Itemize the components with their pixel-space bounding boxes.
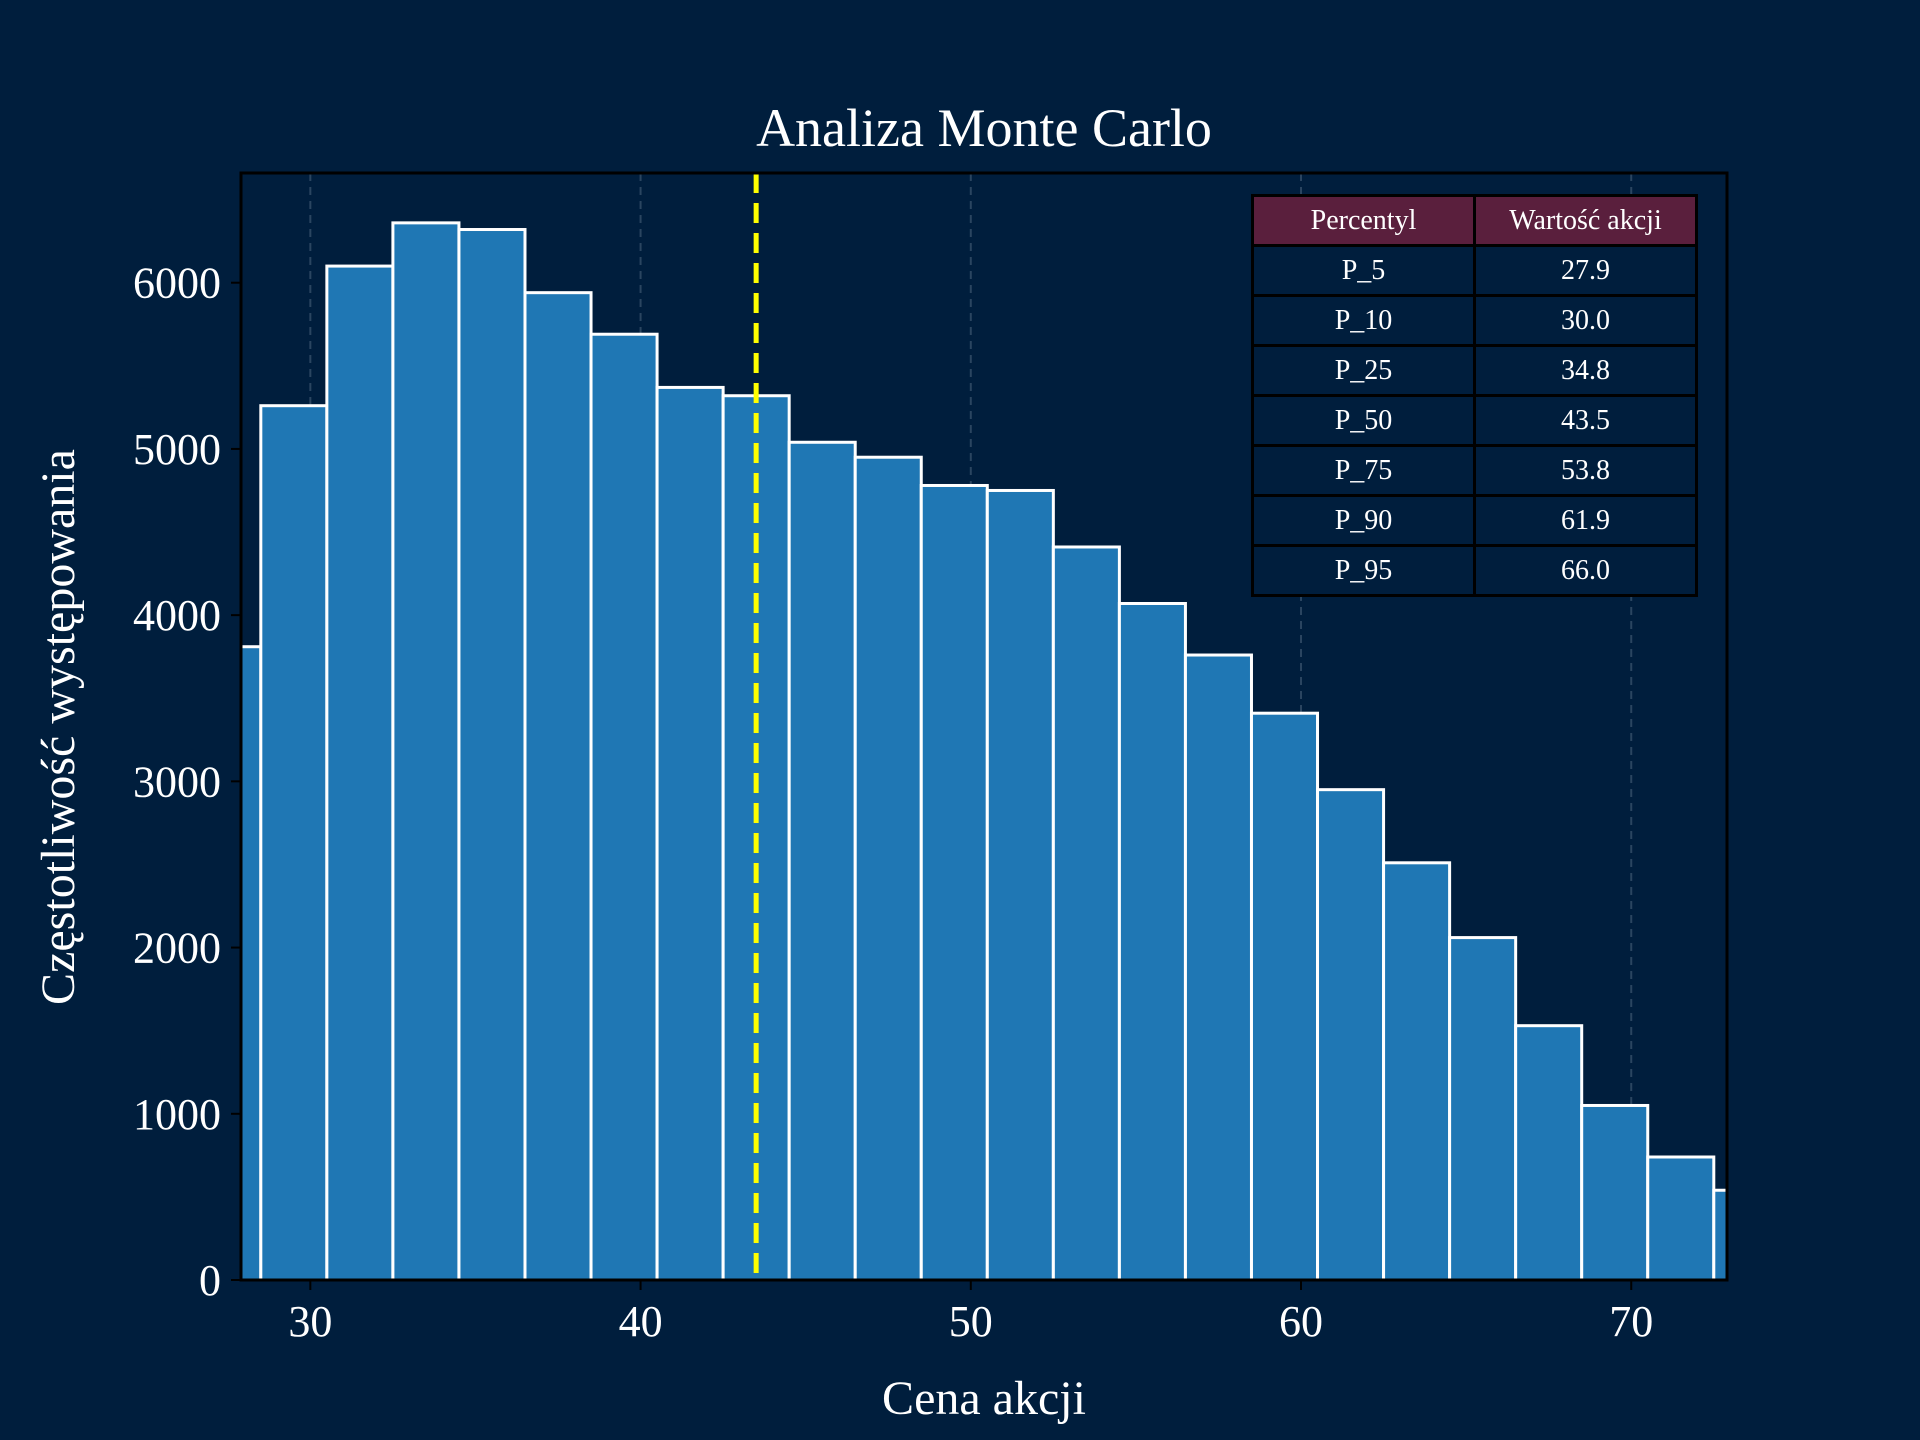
histogram-bar [457,228,527,1280]
table-cell-value: 61.9 [1473,494,1698,547]
percentile-table: Percentyl Wartość akcji P_5 27.9 P_10 30.0… [1251,194,1698,597]
y-tick-label: 0 [199,1256,221,1305]
x-axis-ticks: 30 40 50 60 70 [288,1280,1653,1346]
table-cell-value: 30.0 [1473,294,1698,347]
y-tick-label: 4000 [133,591,221,640]
histogram-bar [985,488,1055,1280]
plot-frame [239,171,1729,1282]
y-tick-label: 1000 [133,1090,221,1139]
x-axis-label: Cena akcji [882,1372,1086,1425]
histogram-bar [325,264,395,1280]
x-tick-label: 70 [1609,1297,1653,1346]
table-cell-value: 27.9 [1473,244,1698,297]
histogram-bar [1448,936,1518,1280]
histogram-bar [787,440,857,1280]
histogram-bar [1051,545,1121,1280]
table-row: P_90 61.9 [1251,494,1698,547]
table-row: P_10 30.0 [1251,294,1698,347]
histogram-bar [655,385,725,1280]
y-tick-label: 3000 [133,757,221,806]
histogram-bar [1382,861,1452,1280]
histogram-bar [1712,1188,1727,1280]
histogram-bars [241,221,1727,1280]
table-cell-value: 34.8 [1473,344,1698,397]
histogram-bar [1646,1155,1716,1280]
table-cell-percentile: P_95 [1251,544,1476,597]
table-row: P_95 66.0 [1251,544,1698,597]
histogram-bar [1580,1103,1650,1280]
header-percentyl: Percentyl [1251,194,1476,247]
histogram-bar [523,291,593,1280]
y-axis-label: Częstotliwość występowania [32,449,85,1005]
table-header-row: Percentyl Wartość akcji [1251,194,1698,247]
table-cell-percentile: P_25 [1251,344,1476,397]
histogram-bar [259,404,329,1280]
y-tick-label: 2000 [133,924,221,973]
x-tick-label: 30 [288,1297,332,1346]
table-row: P_75 53.8 [1251,444,1698,497]
table-cell-percentile: P_10 [1251,294,1476,347]
table-cell-value: 53.8 [1473,444,1698,497]
histogram-bar [1117,602,1187,1280]
x-tick-label: 40 [619,1297,663,1346]
histogram-bar [919,483,989,1280]
x-tick-label: 50 [949,1297,993,1346]
table-cell-percentile: P_5 [1251,244,1476,297]
histogram-bar [1514,1024,1584,1280]
histogram-bar [1249,711,1320,1280]
y-tick-label: 6000 [133,259,221,308]
histogram-bar [1183,653,1253,1280]
table-row: P_5 27.9 [1251,244,1698,297]
table-cell-percentile: P_50 [1251,394,1476,447]
y-tick-label: 5000 [133,425,221,474]
chart-title: Analiza Monte Carlo [756,98,1212,158]
histogram-bar [1316,788,1386,1280]
table-row: P_50 43.5 [1251,394,1698,447]
histogram-bar [589,332,659,1280]
table-row: P_25 34.8 [1251,344,1698,397]
x-tick-label: 60 [1279,1297,1323,1346]
table-cell-percentile: P_90 [1251,494,1476,547]
histogram-bar [853,455,923,1280]
table-cell-value: 66.0 [1473,544,1698,597]
header-wartosc-akcji: Wartość akcji [1473,194,1698,247]
table-cell-percentile: P_75 [1251,444,1476,497]
histogram-bar [391,221,461,1280]
table-cell-value: 43.5 [1473,394,1698,447]
y-axis-ticks: 0 1000 2000 3000 4000 5000 6000 [133,259,241,1305]
